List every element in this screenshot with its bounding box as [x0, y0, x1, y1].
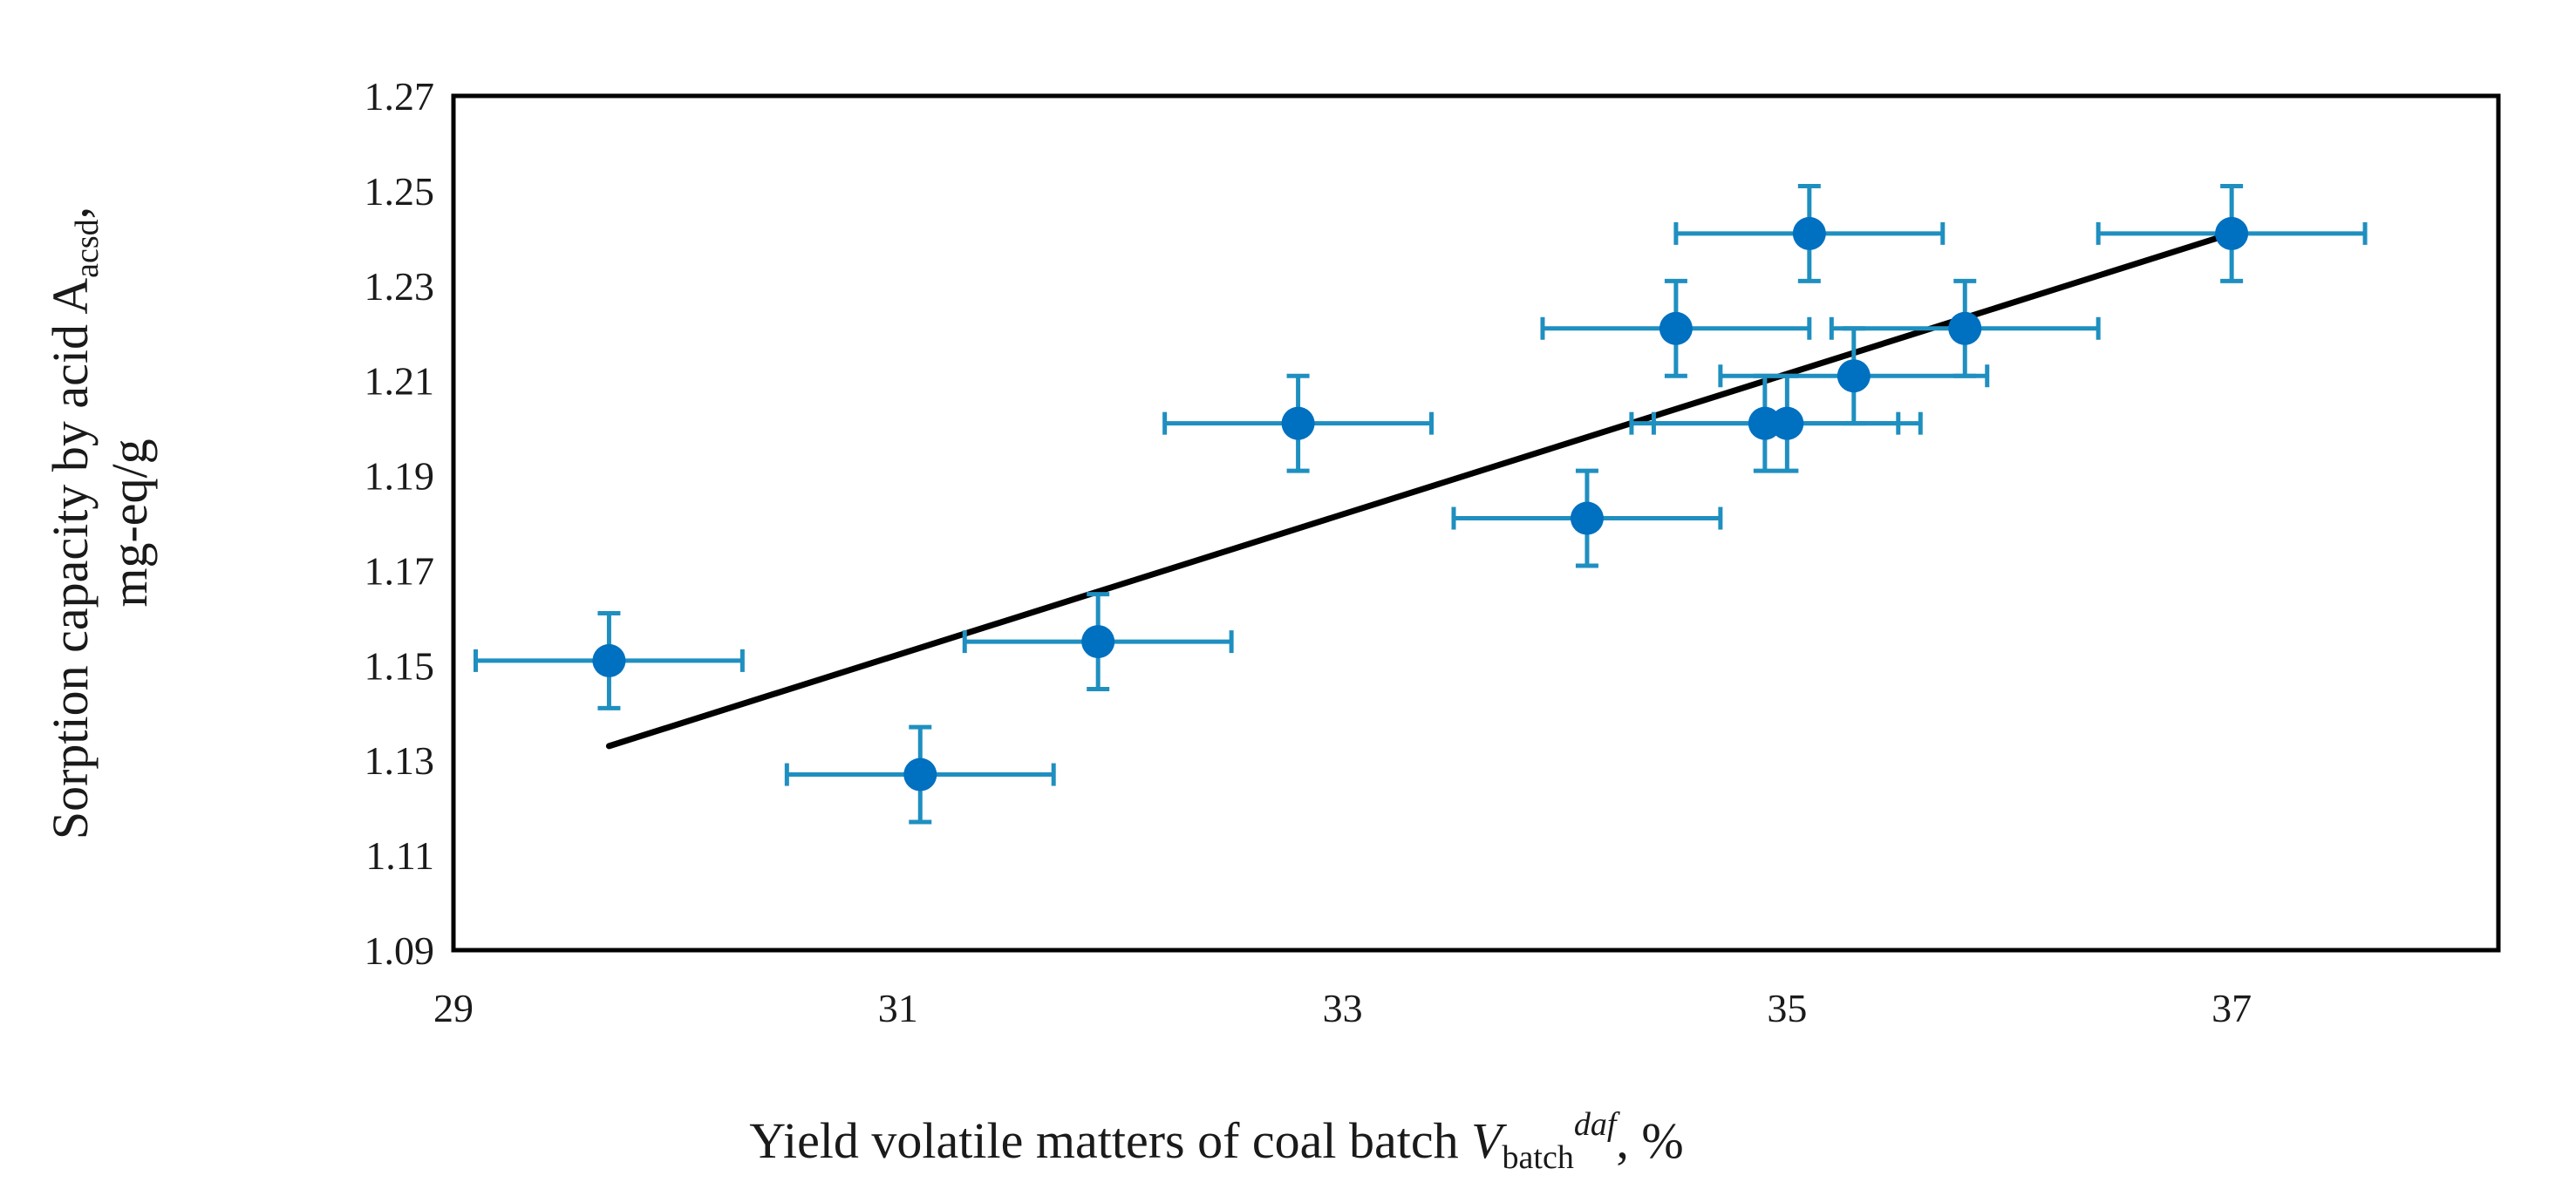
x-tick-label: 35 [1767, 986, 1807, 1030]
x-tick-label: 31 [878, 986, 918, 1030]
y-tick-label: 1.13 [365, 738, 435, 783]
data-point [1081, 625, 1115, 659]
data-point [2215, 216, 2249, 250]
data-point [1281, 406, 1315, 440]
y-axis-title-line2: mg-eq/g [101, 438, 158, 607]
data-points-group [592, 216, 2249, 792]
x-axis-tick-labels: 29 31 33 35 37 [433, 986, 2252, 1030]
error-bars-group [473, 183, 2368, 825]
y-tick-label: 1.19 [365, 454, 435, 499]
y-tick-label: 1.09 [365, 928, 435, 973]
x-tick-label: 37 [2211, 986, 2252, 1030]
y-tick-label: 1.11 [365, 833, 434, 878]
x-tick-label: 33 [1323, 986, 1363, 1030]
data-point [1792, 216, 1826, 250]
y-tick-label: 1.27 [365, 74, 435, 119]
data-point [1948, 311, 1982, 345]
y-tick-label: 1.15 [365, 643, 435, 688]
data-point [903, 758, 937, 792]
y-tick-label: 1.21 [365, 359, 435, 404]
y-axis-title: Sorption capacity by acid Aacsd, mg-eq/g [42, 207, 158, 839]
plot-area-frame [451, 93, 2501, 953]
data-point [592, 643, 626, 677]
x-axis-title: Yield volatile matters of coal batch Vba… [749, 1106, 1683, 1176]
data-point [1659, 311, 1693, 345]
y-tick-label: 1.17 [365, 548, 435, 593]
y-axis-tick-labels: 1.09 1.11 1.13 1.15 1.17 1.19 1.21 1.23 1.25 1.27 [365, 74, 435, 973]
y-axis-title-line1: Sorption capacity by acid Aacsd, [42, 207, 106, 839]
data-point [1770, 406, 1804, 440]
y-tick-label: 1.25 [365, 169, 435, 214]
data-point [1837, 359, 1871, 393]
y-tick-label: 1.23 [365, 264, 435, 309]
x-tick-label: 29 [433, 986, 474, 1030]
data-point [1570, 501, 1604, 535]
